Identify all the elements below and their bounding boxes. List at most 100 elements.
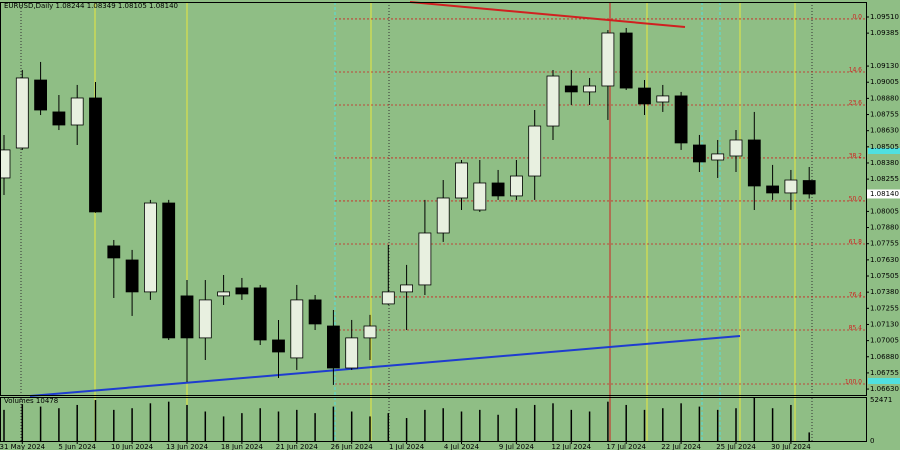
candle-body xyxy=(217,291,231,297)
candle-body xyxy=(363,325,377,339)
candle-body xyxy=(400,284,414,293)
candle-body xyxy=(802,180,816,195)
fib-label: 100.0 xyxy=(845,379,862,386)
x-tick-label: 12 Jul 2024 xyxy=(551,443,591,450)
candle-body xyxy=(143,202,157,293)
x-tick-label: 25 Jul 2024 xyxy=(716,443,756,450)
candle-body xyxy=(674,95,688,144)
candle-body xyxy=(34,79,47,111)
y-tick-label: 1.07880 xyxy=(870,224,899,232)
candle-body xyxy=(528,125,542,177)
y-tick-label: 1.09385 xyxy=(870,29,899,37)
candle-body xyxy=(272,339,285,353)
y-tick-label: 1.06630 xyxy=(870,385,899,393)
candle-body xyxy=(546,75,560,127)
candle-body xyxy=(455,162,468,199)
x-tick-label: 22 Jul 2024 xyxy=(661,443,701,450)
current-price-label: 1.08140 xyxy=(870,190,899,198)
x-tick-label: 31 May 2024 xyxy=(0,443,46,450)
candle-body xyxy=(180,295,194,339)
current-price-box xyxy=(867,189,900,199)
y-tick-label: 1.09130 xyxy=(870,62,899,70)
candle-body xyxy=(564,85,578,93)
x-tick-label: 26 Jun 2024 xyxy=(331,443,374,450)
x-tick-label: 17 Jul 2024 xyxy=(606,443,646,450)
candle-body xyxy=(491,182,505,197)
y-tick-label: 1.06880 xyxy=(870,353,899,361)
candle-body xyxy=(509,175,523,197)
y-tick-label: 1.09005 xyxy=(870,78,899,86)
y-tick-label: 1.08380 xyxy=(870,159,899,167)
plot-frame xyxy=(0,2,867,396)
y-tick-label: 1.07505 xyxy=(870,272,899,280)
x-tick-label: 1 Jul 2024 xyxy=(389,443,425,450)
candle-body xyxy=(326,325,340,369)
y-tick-label: 1.07130 xyxy=(870,320,899,328)
x-tick-label: 5 Jun 2024 xyxy=(58,443,96,450)
candle-body xyxy=(381,291,395,305)
fib-label: 23.6 xyxy=(849,99,863,106)
y-tick-label: 1.09510 xyxy=(870,13,899,21)
candle-body xyxy=(235,287,249,295)
x-tick-label: 13 Jun 2024 xyxy=(166,443,209,450)
y-tick-label: 1.08630 xyxy=(870,127,899,135)
y-tick-label: 1.07005 xyxy=(870,337,899,345)
y-tick-label: 1.08505 xyxy=(870,143,899,151)
candle-body xyxy=(0,149,11,179)
x-tick-label: 18 Jun 2024 xyxy=(221,443,264,450)
candle-body xyxy=(107,245,121,259)
candle-body xyxy=(418,232,432,286)
candle-body xyxy=(436,197,450,234)
candle-body xyxy=(729,139,743,157)
y-tick-label: 1.07630 xyxy=(870,256,899,264)
volume-frame xyxy=(0,397,867,442)
trend-line xyxy=(29,335,741,397)
volume-tick-label: 0 xyxy=(870,437,874,445)
candle-body xyxy=(619,32,633,89)
x-tick-label: 21 Jun 2024 xyxy=(276,443,319,450)
candle-body xyxy=(766,185,779,194)
candle-body xyxy=(583,85,596,93)
volume-tick-label: 52471 xyxy=(870,396,892,404)
y-tick-label: 1.06755 xyxy=(870,369,899,377)
alert-marker xyxy=(868,378,900,384)
candle-body xyxy=(638,87,651,105)
alert-marker xyxy=(868,148,900,154)
x-tick-label: 10 Jun 2024 xyxy=(111,443,154,450)
plot-layer xyxy=(0,27,816,441)
candle-body xyxy=(711,153,725,161)
candle-body xyxy=(162,202,176,339)
x-tick-label: 30 Jul 2024 xyxy=(771,443,811,450)
y-tick-label: 1.08755 xyxy=(870,111,899,119)
candle-body xyxy=(290,299,304,359)
fib-label: 50.0 xyxy=(849,195,863,202)
candle-body xyxy=(15,77,29,149)
y-tick-label: 1.07255 xyxy=(870,304,899,312)
candle-body xyxy=(693,144,706,163)
y-tick-label: 1.08880 xyxy=(870,94,899,102)
fib-layer: 0.0 14.6 23.6 38.2 50.0 61.8 76.4 85.4 100.0 xyxy=(335,13,866,386)
candle-body xyxy=(308,299,322,325)
y-tick-label: 1.07755 xyxy=(870,240,899,248)
x-tick-label: 9 Jul 2024 xyxy=(499,443,535,450)
candle-body xyxy=(473,182,487,211)
y-tick-label: 1.08255 xyxy=(870,175,899,183)
y-tick-label: 1.07380 xyxy=(870,288,899,296)
candle-body xyxy=(601,32,615,87)
fib-label: 76.4 xyxy=(849,291,863,298)
candle-body xyxy=(656,95,670,103)
x-tick-label: 4 Jul 2024 xyxy=(444,443,480,450)
fib-label: 61.8 xyxy=(849,238,863,245)
candle-body xyxy=(52,111,66,126)
candle-body xyxy=(747,139,761,187)
candle-body xyxy=(345,337,359,369)
candle-body xyxy=(125,259,139,293)
y-tick-label: 1.08005 xyxy=(870,207,899,215)
trend-line xyxy=(409,1,686,28)
candle-body xyxy=(70,97,84,126)
fib-label: 85.4 xyxy=(849,325,863,332)
fib-label: 0.0 xyxy=(852,13,862,20)
chart-title: EURUSD,Daily 1.08244 1.08349 1.08105 1.0… xyxy=(4,2,178,10)
